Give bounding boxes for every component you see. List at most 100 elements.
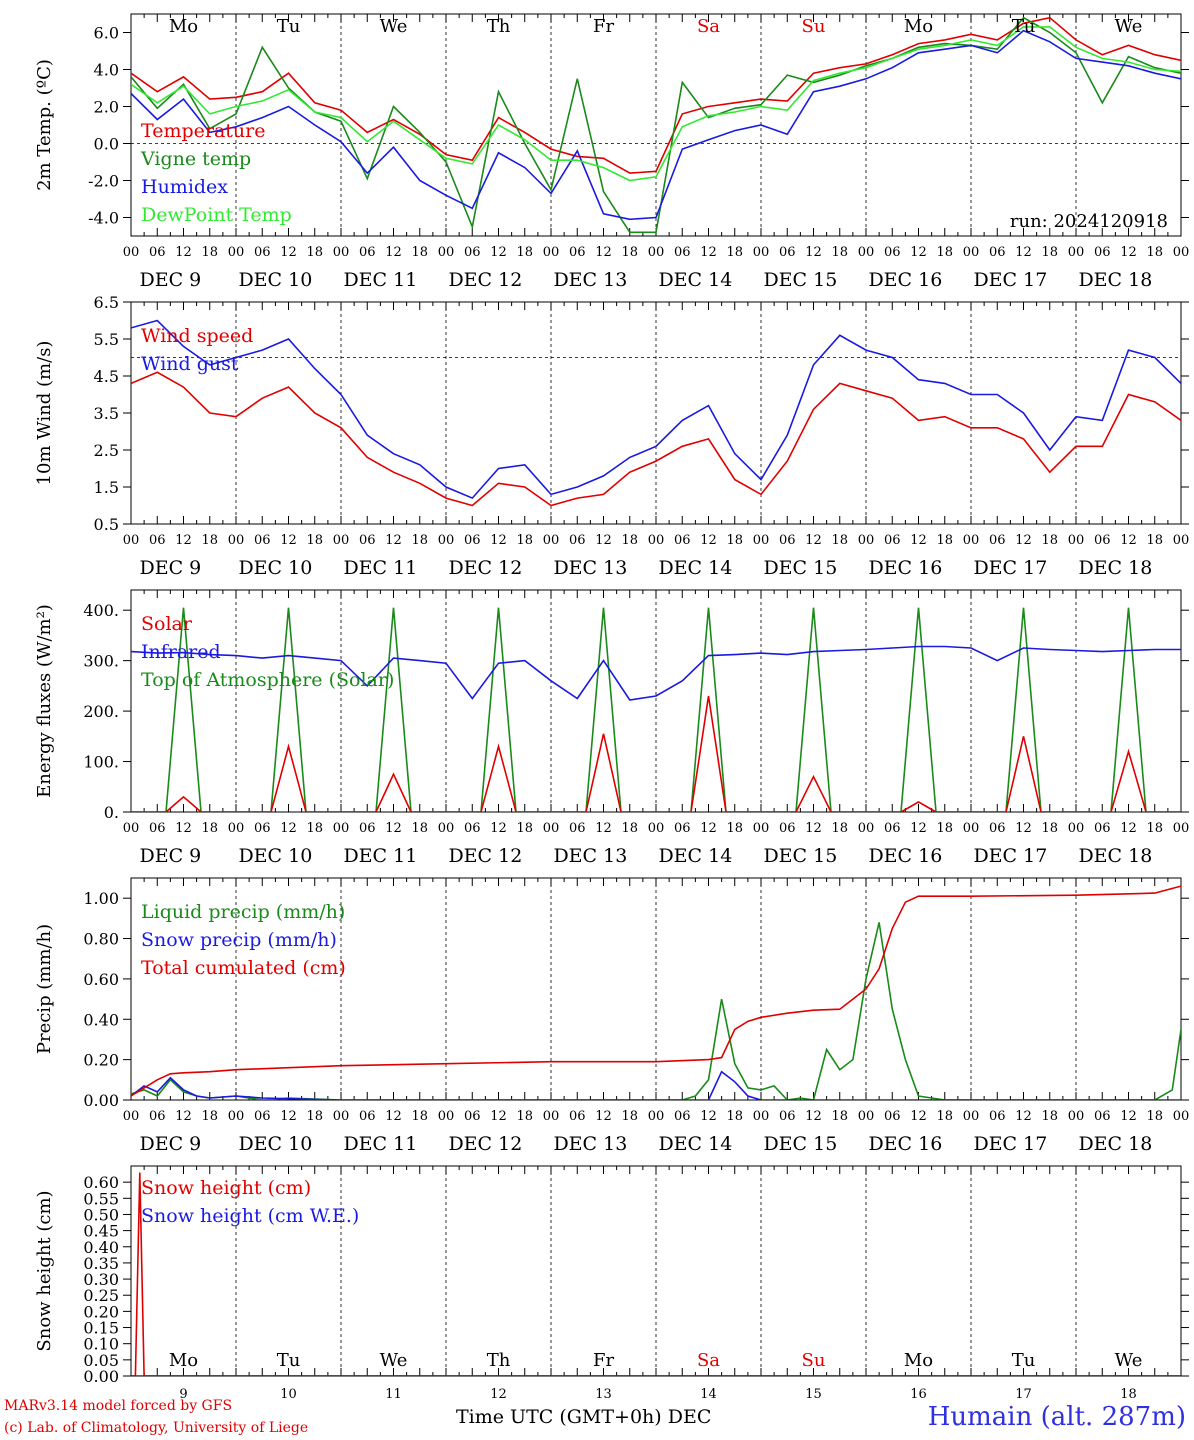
x-hour-label: 12 [175, 821, 192, 836]
x-hour-label: 00 [228, 245, 245, 260]
x-hour-label: 00 [438, 245, 455, 260]
x-hour-label: 18 [831, 533, 848, 548]
x-hour-label: 18 [1041, 533, 1058, 548]
y-tick-label: 0.40 [83, 1238, 119, 1257]
x-hour-label: 00 [228, 533, 245, 548]
x-hour-label: 12 [175, 533, 192, 548]
y-tick-label: 0.60 [83, 970, 119, 989]
x-hour-label: 12 [1015, 821, 1032, 836]
y-axis-label: Energy fluxes (W/m²) [34, 604, 55, 798]
x-hour-label: 18 [621, 821, 638, 836]
x-hour-label: 12 [1120, 821, 1137, 836]
y-tick-label: 0.55 [83, 1189, 119, 1208]
x-hour-label: 12 [805, 245, 822, 260]
date-label: DEC 9 [139, 845, 201, 867]
x-hour-label: 00 [858, 245, 875, 260]
x-hour-label: 00 [123, 245, 140, 260]
x-hour-label: 18 [726, 821, 743, 836]
x-hour-label: 18 [306, 245, 323, 260]
lab-credit: (c) Lab. of Climatology, University of L… [4, 1420, 309, 1436]
x-hour-label: 00 [333, 1109, 350, 1124]
legend-entry-1: Solar [141, 613, 193, 635]
x-hour-label: 00 [753, 533, 770, 548]
x-hour-label: 00 [648, 821, 665, 836]
legend-entry-2: Infrared [141, 641, 221, 663]
x-hour-label: 12 [910, 245, 927, 260]
x-hour-label: 12 [490, 1109, 507, 1124]
x-hour-label: 00 [753, 1109, 770, 1124]
day-number: 11 [385, 1387, 402, 1402]
day-name: Su [802, 1350, 826, 1371]
y-tick-label: 0.25 [83, 1286, 119, 1305]
chart-panel-2 [123, 301, 1189, 525]
x-hour-label: 18 [621, 1109, 638, 1124]
x-hour-label: 12 [700, 1109, 717, 1124]
date-label: DEC 14 [658, 269, 732, 291]
day-name: Sa [697, 1350, 720, 1371]
x-hour-label: 12 [700, 533, 717, 548]
date-label: DEC 12 [448, 557, 522, 579]
legend-entry-2: Snow height (cm W.E.) [141, 1205, 359, 1227]
legend-entry-4: DewPoint Temp [141, 204, 292, 226]
x-hour-label: 12 [385, 1109, 402, 1124]
y-axis-label: 2m Temp. (ºC) [34, 59, 55, 191]
legend-entry-3: Top of Atmosphere (Solar) [141, 669, 394, 691]
x-hour-label: 18 [411, 1109, 428, 1124]
date-label: DEC 11 [343, 845, 417, 867]
day-name: We [1115, 16, 1143, 37]
x-hour-label: 06 [674, 1109, 691, 1124]
x-hour-label: 18 [726, 533, 743, 548]
day-name: We [380, 1350, 408, 1371]
x-hour-label: 06 [779, 1109, 796, 1124]
x-hour-label: 00 [858, 1109, 875, 1124]
x-hour-label: 06 [149, 533, 166, 548]
x-hour-label: 18 [831, 245, 848, 260]
x-hour-label: 18 [1146, 533, 1163, 548]
solar-line [131, 695, 1181, 812]
x-hour-label: 18 [936, 1109, 953, 1124]
series-line-4 [131, 26, 1181, 182]
x-hour-label: 12 [805, 1109, 822, 1124]
date-label: DEC 18 [1078, 845, 1152, 867]
legend-entry-3: Total cumulated (cm) [141, 957, 346, 979]
y-tick-label: 0.80 [83, 930, 119, 949]
x-hour-label: 18 [201, 533, 218, 548]
day-name: Sa [697, 16, 720, 37]
y-axis-label: Precip (mm/h) [34, 924, 55, 1054]
y-tick-label: 0.30 [83, 1270, 119, 1289]
day-number: 14 [700, 1387, 717, 1402]
x-hour-label: 06 [884, 245, 901, 260]
x-hour-label: 18 [1146, 245, 1163, 260]
x-hour-label: 12 [1015, 245, 1032, 260]
x-hour-label: 06 [254, 245, 271, 260]
x-hour-label: 18 [306, 821, 323, 836]
x-hour-label: 06 [254, 1109, 271, 1124]
date-label: DEC 10 [238, 845, 312, 867]
y-tick-label: 0.00 [83, 1091, 119, 1110]
y-tick-label: 300. [83, 652, 119, 671]
y-tick-label: -2.0 [88, 172, 119, 191]
x-hour-label: 12 [595, 1109, 612, 1124]
day-name: Tu [277, 1350, 301, 1371]
day-name: Tu [277, 16, 301, 37]
date-label: DEC 18 [1078, 557, 1152, 579]
day-number: 13 [595, 1387, 612, 1402]
legend-entry-2: Wind gust [141, 353, 239, 375]
x-hour-label: 12 [280, 1109, 297, 1124]
x-hour-label: 06 [359, 1109, 376, 1124]
date-label: DEC 11 [343, 1133, 417, 1155]
y-tick-label: 0.20 [83, 1051, 119, 1070]
x-hour-label: 06 [254, 533, 271, 548]
x-hour-label: 00 [333, 245, 350, 260]
y-tick-label: 1.5 [94, 478, 119, 497]
x-hour-label: 00 [753, 245, 770, 260]
date-label: DEC 18 [1078, 1133, 1152, 1155]
x-hour-label: 00 [123, 821, 140, 836]
x-hour-label: 00 [963, 533, 980, 548]
x-hour-label: 06 [149, 245, 166, 260]
date-label: DEC 13 [553, 269, 627, 291]
day-number: 10 [280, 1387, 297, 1402]
x-hour-label: 06 [464, 245, 481, 260]
y-tick-label: 4.5 [94, 367, 119, 386]
